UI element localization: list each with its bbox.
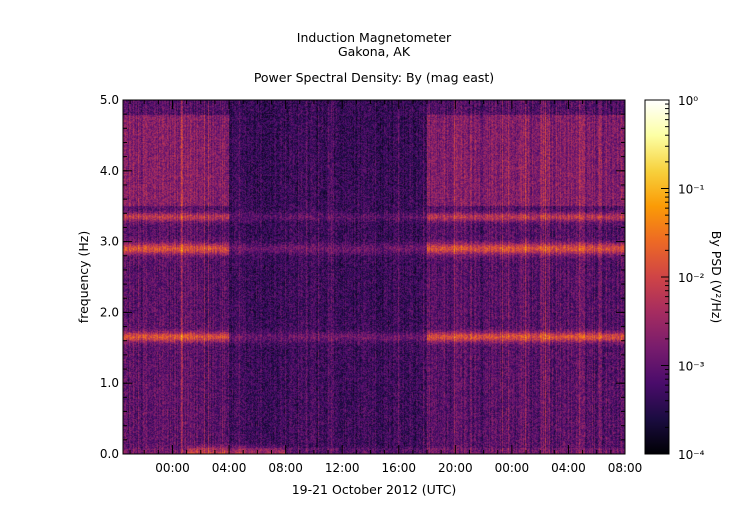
colorbar-tick-label: 10⁻¹ bbox=[678, 183, 705, 197]
plot-frame bbox=[122, 99, 626, 455]
plot-area: 00:00 04:00 08:00 12:00 16:00 20:00 00:00 04:00… bbox=[100, 93, 642, 475]
x-tick-label: 00:00 bbox=[155, 461, 190, 475]
x-tick-label: 04:00 bbox=[212, 461, 247, 475]
y-tick-label: 4.0 bbox=[100, 164, 119, 178]
x-axis: 00:00 04:00 08:00 12:00 16:00 20:00 00:00 04:00… bbox=[129, 100, 643, 475]
y-tick-label: 0.0 bbox=[100, 447, 119, 461]
figure-location: Gakona, AK bbox=[338, 44, 411, 59]
figure-title: Induction Magnetometer bbox=[297, 30, 452, 45]
x-tick-label: 08:00 bbox=[268, 461, 303, 475]
y-axis-label: frequency (Hz) bbox=[76, 231, 91, 323]
y-axis: 0.0 1.0 2.0 3.0 4.0 5.0 bbox=[100, 93, 625, 461]
colorbar-tick-label: 10⁻² bbox=[678, 271, 705, 285]
colorbar: 10⁰ 10⁻¹ 10⁻² 10⁻³ 10⁻⁴ By PSD (V²/Hz) bbox=[644, 94, 724, 462]
spectrogram-heatmap bbox=[123, 100, 625, 454]
y-tick-label: 2.0 bbox=[100, 305, 119, 319]
colorbar-ticks: 10⁰ 10⁻¹ 10⁻² 10⁻³ 10⁻⁴ bbox=[661, 94, 705, 462]
x-tick-label: 00:00 bbox=[495, 461, 530, 475]
x-tick-label: 12:00 bbox=[325, 461, 360, 475]
y-tick-label: 1.0 bbox=[100, 376, 119, 390]
x-tick-label: 04:00 bbox=[551, 461, 586, 475]
x-tick-label: 20:00 bbox=[438, 461, 473, 475]
chart-subtitle: Power Spectral Density: By (mag east) bbox=[254, 70, 494, 85]
y-tick-label: 3.0 bbox=[100, 235, 119, 249]
colorbar-tick-label: 10⁰ bbox=[678, 94, 698, 108]
y-tick-label: 5.0 bbox=[100, 93, 119, 107]
colorbar-label: By PSD (V²/Hz) bbox=[709, 231, 724, 324]
colorbar-tick-label: 10⁻⁴ bbox=[678, 448, 705, 462]
x-tick-label: 16:00 bbox=[381, 461, 416, 475]
colorbar-tick-label: 10⁻³ bbox=[678, 360, 705, 374]
x-axis-label: 19-21 October 2012 (UTC) bbox=[292, 482, 457, 497]
x-tick-label: 08:00 bbox=[608, 461, 643, 475]
